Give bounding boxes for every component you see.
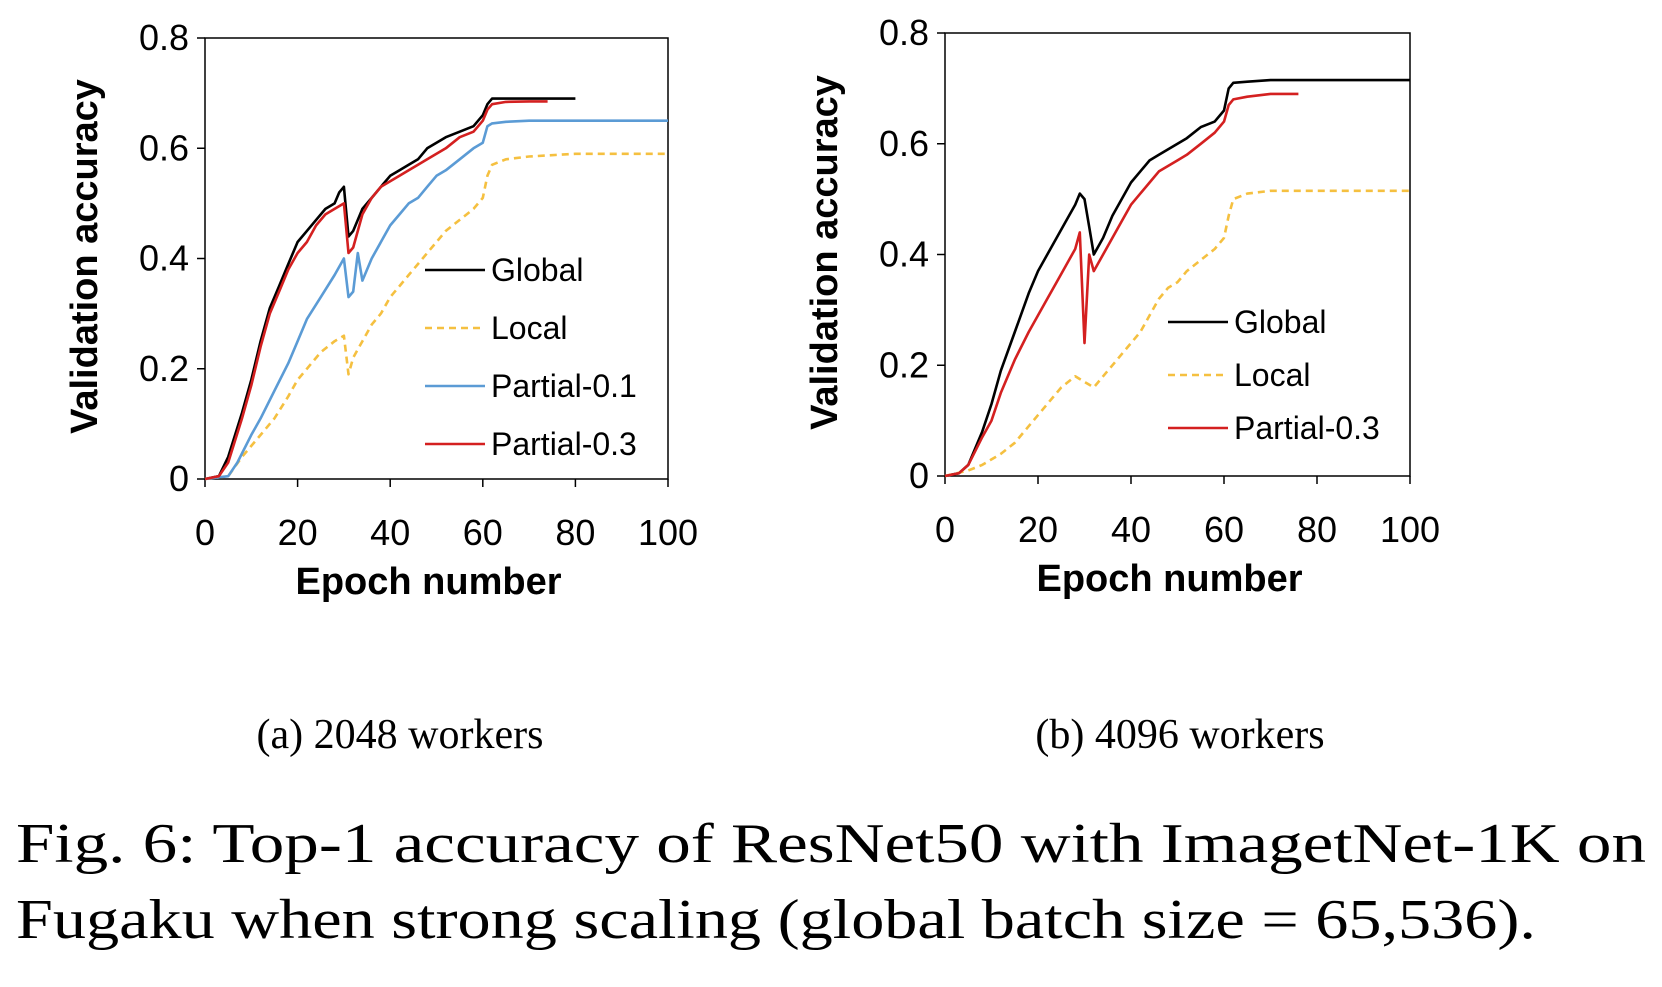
- panel-b-legend-label-partial-0-3: Partial-0.3: [1234, 410, 1380, 446]
- panel-b-y-tick-label: 0.4: [879, 234, 929, 275]
- panel-a-y-tick-label: 0.4: [139, 238, 189, 279]
- panel-b-legend-label-global: Global: [1234, 304, 1327, 340]
- panel-a-y-tick-label: 0: [169, 458, 189, 499]
- panel-b-series-local-line: [944, 189, 1410, 478]
- panel-a-series-partial-0-3-line: [204, 100, 548, 481]
- panel-a-y-tick-label: 0.6: [139, 127, 189, 168]
- panel-a-x-tick-label: 100: [638, 512, 698, 553]
- panel-b-x-tick-label: 20: [1018, 509, 1058, 550]
- panel-b-y-tick-label: 0: [909, 455, 929, 496]
- panel-a-x-tick-label: 20: [278, 512, 318, 553]
- panel-b-legend-label-local: Local: [1234, 357, 1311, 393]
- figure-caption-line-2: Fugaku when strong scaling (global batch…: [16, 889, 1536, 951]
- panel-a-x-tick-label: 80: [555, 512, 595, 553]
- panel-b-chart: 0 0.2 0.4 0.6 0.8 0 20 40 60 80 100 Epoch number Val…: [804, 12, 1440, 600]
- panel-b-y-tick-label: 0.6: [879, 123, 929, 164]
- panel-a-legend-label-local: Local: [491, 310, 568, 346]
- panel-b-y-tick-label: 0.8: [879, 12, 929, 53]
- panel-a-y-axis-title: Validation accuracy: [64, 79, 106, 434]
- panel-a-x-tick-label: 60: [463, 512, 503, 553]
- panel-b-x-tick-label: 80: [1297, 509, 1337, 550]
- panel-a-x-axis-title: Epoch number: [295, 561, 561, 603]
- panel-a-subcaption: (a) 2048 workers: [257, 712, 544, 758]
- panel-a-series-global-line: [204, 97, 576, 481]
- figure-caption-line-1: Fig. 6: Top-1 accuracy of ResNet50 with …: [16, 813, 1646, 875]
- panel-b-x-tick-label: 40: [1111, 509, 1151, 550]
- panel-b-x-tick-label: 60: [1204, 509, 1244, 550]
- panel-b-x-tick-label: 100: [1380, 509, 1440, 550]
- panel-a-plot-frame: [204, 37, 669, 480]
- panel-a-x-tick-label: 40: [370, 512, 410, 553]
- panel-a-series-partial-0-1-line: [204, 119, 668, 481]
- panel-a-chart: 0 0.2 0.4 0.6 0.8 0 20 40 60 80 100 Epoch number Val…: [64, 17, 698, 603]
- panel-b-x-axis-title: Epoch number: [1036, 558, 1302, 600]
- panel-a-x-tick-label: 0: [195, 512, 215, 553]
- panel-a-series-local-line: [204, 152, 668, 481]
- panel-b-series-partial-0-3-line: [944, 92, 1299, 478]
- panel-b-y-axis-title: Validation accuracy: [804, 75, 846, 430]
- panel-b-series-global-line: [944, 78, 1410, 478]
- panel-a-y-tick-label: 0.8: [139, 17, 189, 58]
- panel-a-legend-label-partial-0-3: Partial-0.3: [491, 426, 637, 462]
- panel-a-legend-label-partial-0-1: Partial-0.1: [491, 368, 637, 404]
- panel-a-legend-label-global: Global: [491, 252, 584, 288]
- panel-b-subcaption: (b) 4096 workers: [1035, 712, 1324, 758]
- panel-b-y-tick-label: 0.2: [879, 344, 929, 385]
- panel-a-y-tick-label: 0.2: [139, 348, 189, 389]
- panel-b-x-tick-label: 0: [935, 509, 955, 550]
